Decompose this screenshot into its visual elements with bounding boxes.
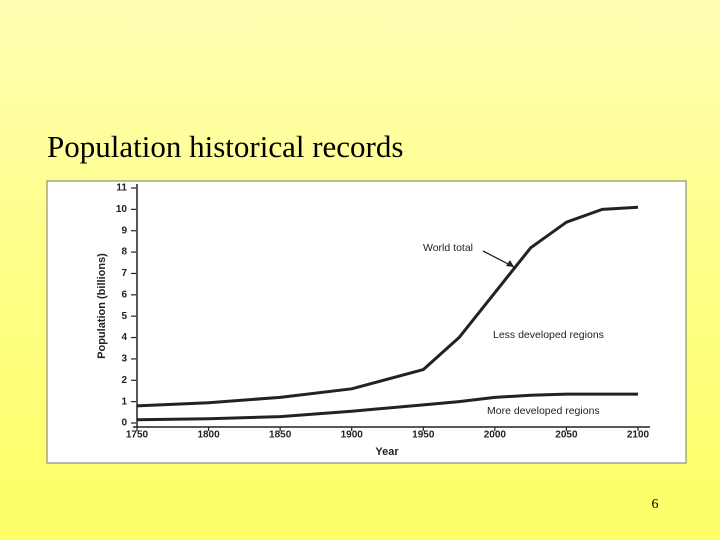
slide-title: Population historical records bbox=[47, 129, 403, 164]
chart-frame bbox=[46, 180, 687, 464]
page-number: 6 bbox=[652, 497, 659, 512]
y-tick-label: 4 bbox=[121, 332, 127, 343]
y-tick-label: 6 bbox=[121, 289, 127, 300]
y-tick-label: 8 bbox=[121, 247, 127, 258]
x-tick-label: 1750 bbox=[126, 430, 149, 441]
y-tick-label: 7 bbox=[121, 268, 127, 279]
series-line bbox=[136, 392, 638, 422]
y-tick-label: 2 bbox=[121, 375, 127, 386]
y-tick-label: 5 bbox=[121, 311, 127, 322]
series-label: More developed regions bbox=[487, 405, 600, 417]
y-tick-label: 11 bbox=[116, 183, 127, 194]
x-tick-label: 1950 bbox=[412, 430, 435, 441]
x-tick-label: 1850 bbox=[269, 430, 292, 441]
x-tick-label: 1800 bbox=[197, 430, 220, 441]
x-tick-label: 2000 bbox=[484, 430, 507, 441]
y-tick-label: 1 bbox=[121, 396, 127, 407]
y-tick-label: 3 bbox=[121, 354, 127, 365]
x-axis-label: Year bbox=[375, 446, 399, 458]
y-tick-label: 10 bbox=[116, 204, 128, 215]
series-label: World total bbox=[423, 242, 473, 254]
x-tick-label: 2050 bbox=[555, 430, 578, 441]
x-tick-label: 1900 bbox=[341, 430, 364, 441]
annotation: Less developed regions bbox=[493, 329, 604, 341]
y-axis-label: Population (billions) bbox=[96, 253, 108, 359]
series-line bbox=[136, 205, 639, 408]
annotation-arrowhead bbox=[506, 260, 514, 267]
y-tick-label: 0 bbox=[121, 418, 127, 429]
x-tick-label: 2100 bbox=[627, 430, 650, 441]
y-tick-label: 9 bbox=[121, 225, 127, 236]
